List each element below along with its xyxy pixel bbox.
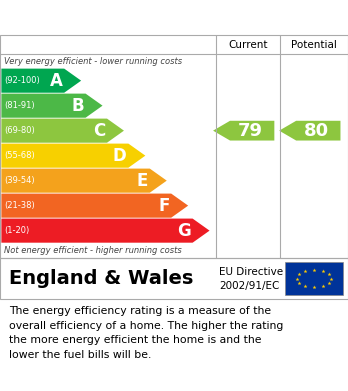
Text: E: E <box>137 172 148 190</box>
Polygon shape <box>1 169 167 193</box>
Text: England & Wales: England & Wales <box>9 269 193 288</box>
Text: C: C <box>93 122 105 140</box>
Text: (55-68): (55-68) <box>4 151 35 160</box>
Text: (1-20): (1-20) <box>4 226 30 235</box>
Polygon shape <box>1 118 124 143</box>
Polygon shape <box>1 93 103 118</box>
Text: A: A <box>50 72 63 90</box>
Text: 80: 80 <box>304 122 329 140</box>
Text: Very energy efficient - lower running costs: Very energy efficient - lower running co… <box>4 57 182 66</box>
Polygon shape <box>279 121 340 140</box>
Polygon shape <box>213 121 274 140</box>
Text: B: B <box>71 97 84 115</box>
Text: The energy efficiency rating is a measure of the
overall efficiency of a home. T: The energy efficiency rating is a measur… <box>9 307 283 360</box>
Text: G: G <box>177 222 191 240</box>
Text: (39-54): (39-54) <box>4 176 35 185</box>
Text: Current: Current <box>228 39 268 50</box>
Text: EU Directive: EU Directive <box>219 267 283 278</box>
Polygon shape <box>1 194 188 218</box>
Polygon shape <box>1 143 145 168</box>
Text: Potential: Potential <box>291 39 337 50</box>
Polygon shape <box>1 219 209 243</box>
Text: Energy Efficiency Rating: Energy Efficiency Rating <box>9 9 238 27</box>
Text: D: D <box>113 147 127 165</box>
Bar <box>285 262 343 295</box>
Text: 2002/91/EC: 2002/91/EC <box>219 281 279 291</box>
Text: (69-80): (69-80) <box>4 126 35 135</box>
Text: (21-38): (21-38) <box>4 201 35 210</box>
Text: F: F <box>158 197 169 215</box>
Text: (81-91): (81-91) <box>4 101 35 110</box>
Polygon shape <box>1 68 81 93</box>
Text: Not energy efficient - higher running costs: Not energy efficient - higher running co… <box>4 246 182 255</box>
Text: (92-100): (92-100) <box>4 76 40 85</box>
Text: 79: 79 <box>238 122 263 140</box>
